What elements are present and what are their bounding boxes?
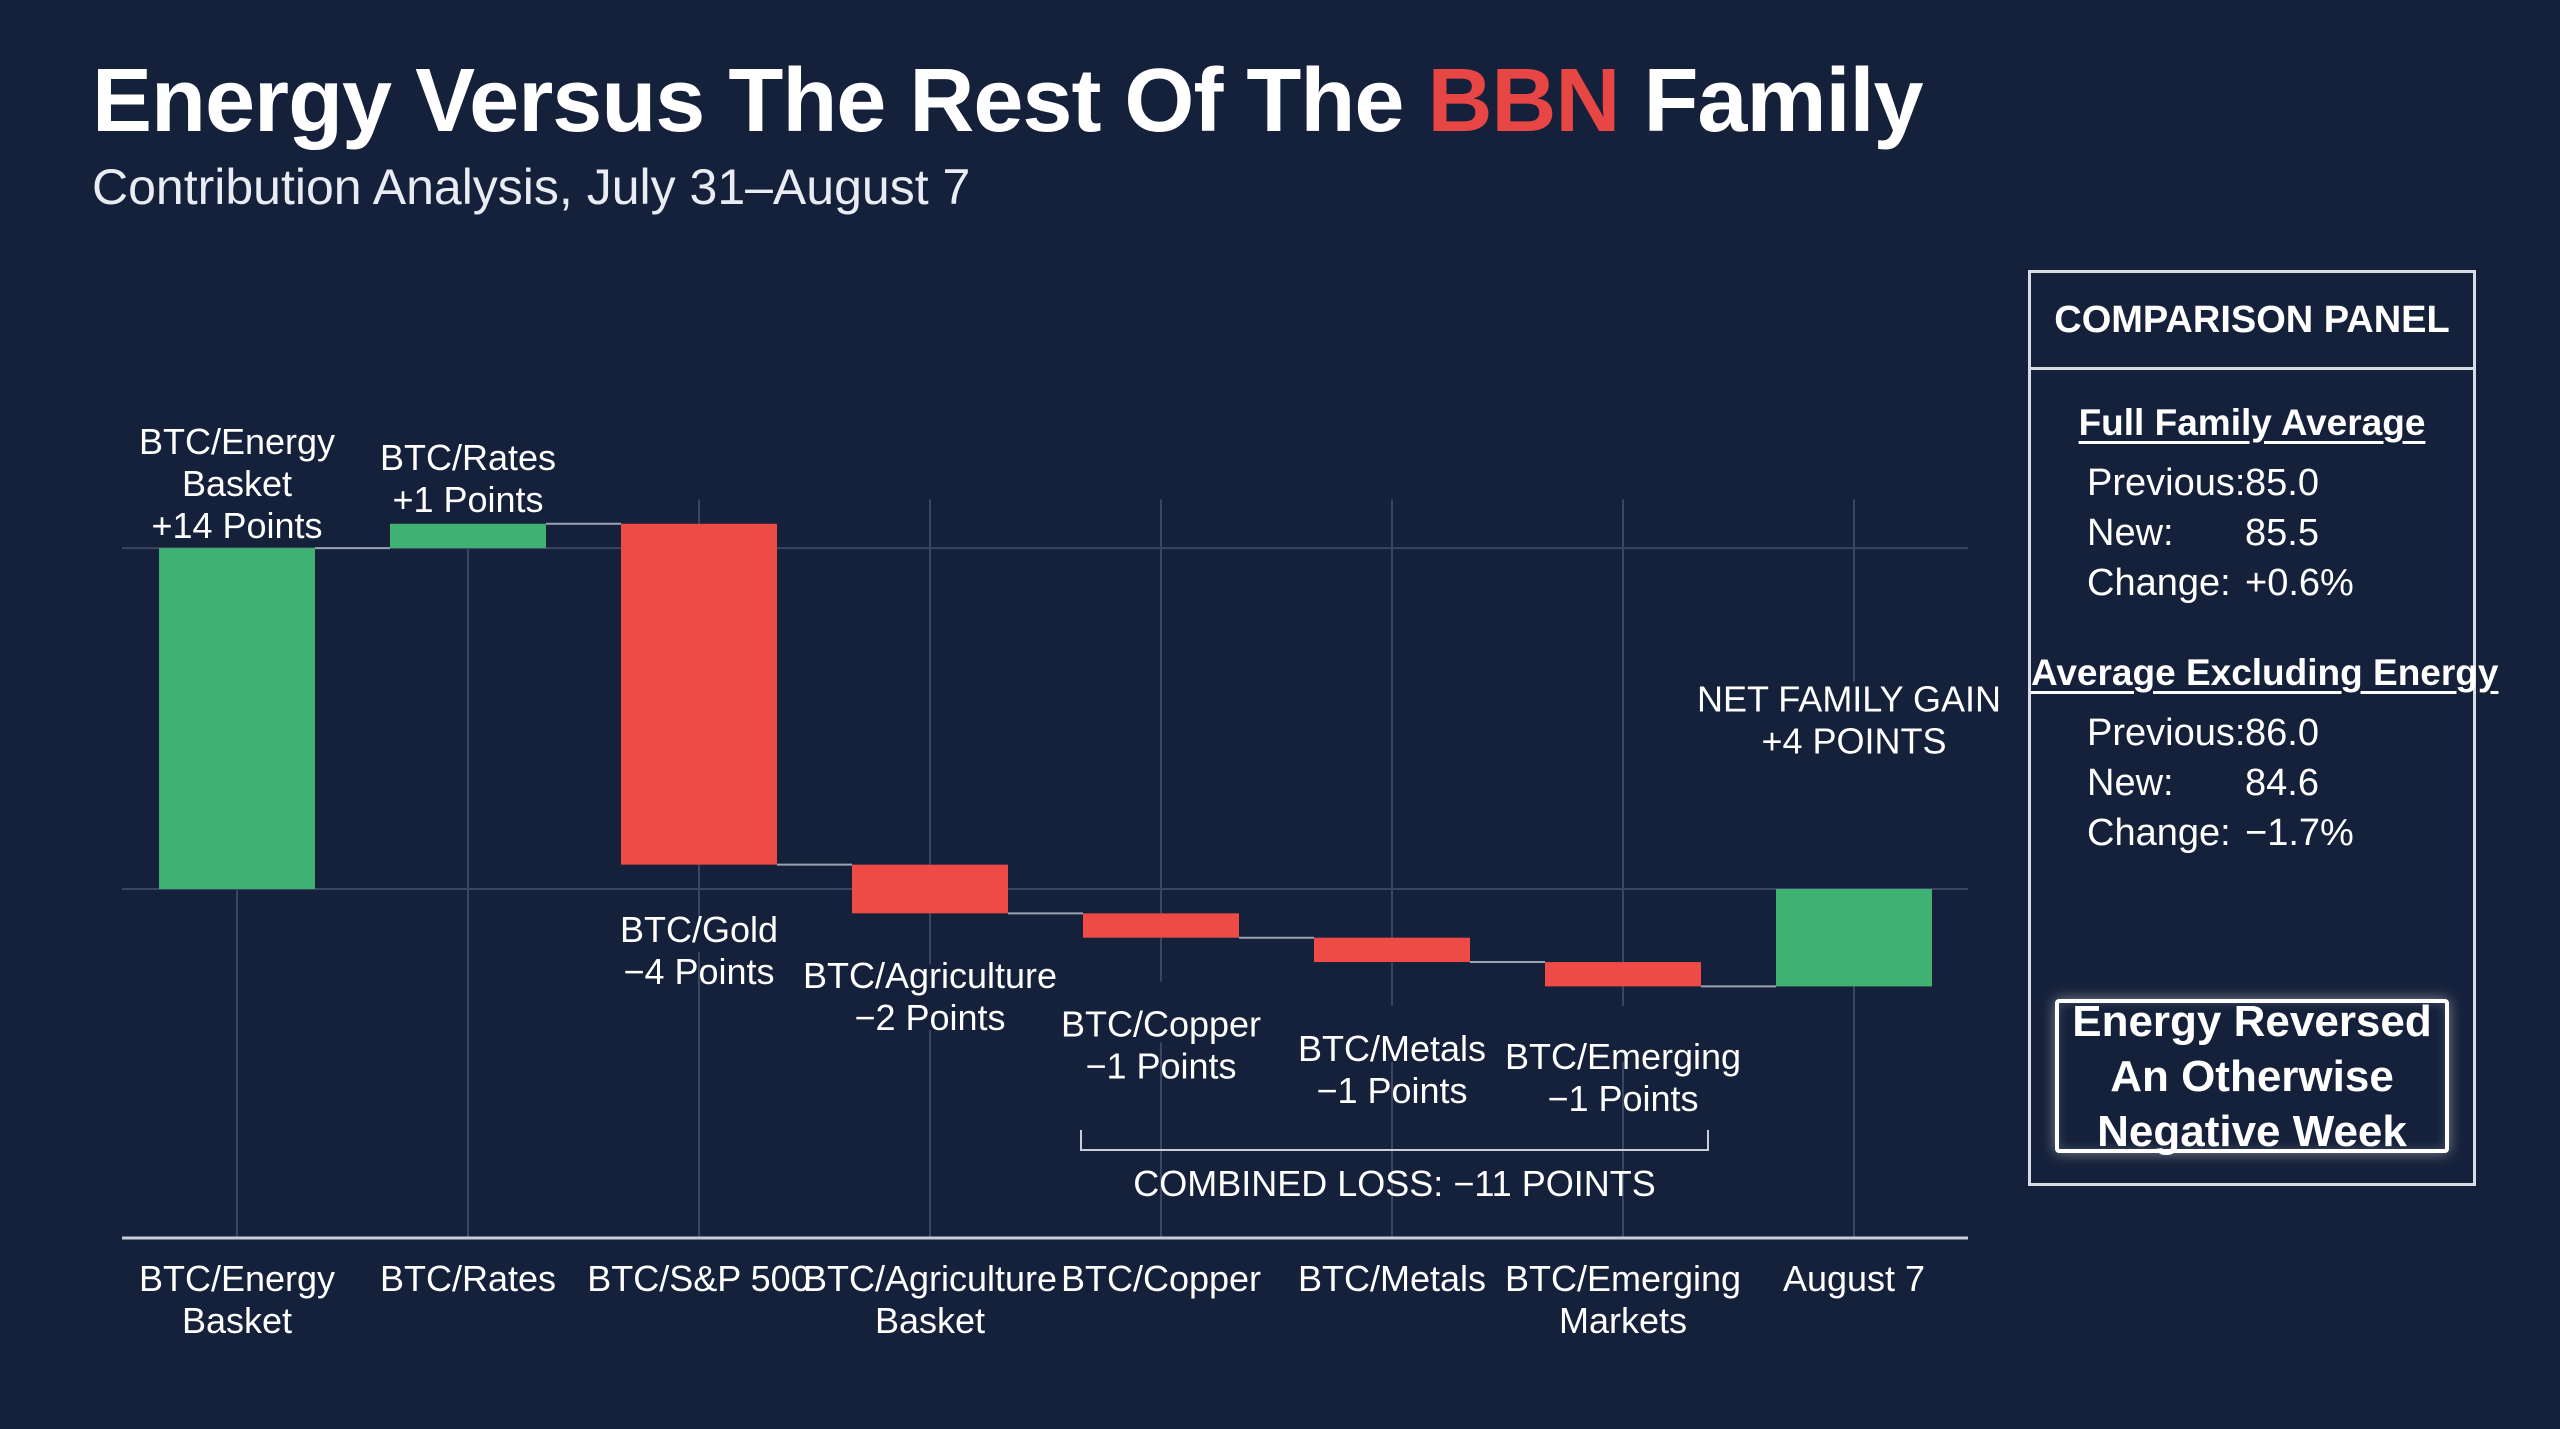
x-tick-label: BTC/S&P 500 [587,1258,810,1299]
bar [159,548,315,889]
row-label: Change: [2087,812,2231,854]
full-family-average-title: Full Family Average [2078,402,2426,443]
bar-label: BTC/Rates +1 Points [380,437,556,520]
row-label: Previous: [2087,462,2246,504]
x-tick-label: BTC/Metals [1298,1258,1486,1299]
bar [390,523,546,549]
x-tick-label: BTC/Rates [380,1258,556,1299]
conclusion-callout: Energy Reversed An Otherwise Negative We… [2055,997,2449,1156]
row-value: 85.5 [2245,512,2319,554]
page-subtitle: Contribution Analysis, July 31–August 7 [92,159,971,215]
bar-label: BTC/Emerging −1 Points [1505,1036,1741,1119]
bar-label: BTC/Copper −1 Points [1061,1003,1261,1086]
excluding-energy-rows: Previous: 86.0 New: 84.6 Change: −1.7% [2031,708,2473,858]
x-tick-label: BTC/Copper [1061,1258,1261,1299]
excl-new-row: New: 84.6 [2031,758,2473,808]
full-new-row: New: 85.5 [2031,508,2473,558]
annotation-label: BTC/Gold −4 Points [620,909,778,992]
bar [1083,913,1239,938]
x-tick-label: August 7 [1783,1258,1925,1299]
row-value: +0.6% [2245,562,2354,604]
x-tick-label: BTC/Agriculture Basket [803,1258,1057,1341]
row-label: New: [2087,762,2174,804]
bar-label: BTC/Metals −1 Points [1298,1028,1486,1111]
bar [1314,937,1470,963]
full-previous-row: Previous: 85.0 [2031,458,2473,508]
excl-change-row: Change: −1.7% [2031,808,2473,858]
excluding-energy-title: Average Excluding Energy [2031,652,2499,693]
row-label: Change: [2087,562,2231,604]
row-value: 85.0 [2245,462,2319,504]
excl-previous-row: Previous: 86.0 [2031,708,2473,758]
bar [852,864,1008,914]
row-value: 86.0 [2245,712,2319,754]
title-highlight: BBN [1427,51,1620,151]
row-value: 84.6 [2245,762,2319,804]
row-label: New: [2087,512,2174,554]
bar-label: BTC/Energy Basket +14 Points [139,421,335,546]
bar-label: BTC/Agriculture −2 Points [803,955,1057,1038]
page-title: Energy Versus The Rest Of The BBN Family [92,50,1924,153]
bar [1776,889,1932,987]
bar [621,523,777,865]
comparison-panel: COMPARISON PANEL Full Family Average Pre… [2028,270,2499,1186]
bar-label: NET FAMILY GAIN: +4 POINTS [1697,679,2000,762]
x-tick-label: BTC/Emerging Markets [1505,1258,1741,1341]
comparison-panel-header: COMPARISON PANEL [2031,273,2473,370]
callout-line: Energy Reversed [2072,996,2432,1046]
bar [1545,962,1701,987]
callout-line: Negative Week [2097,1106,2407,1156]
x-tick-label: BTC/Energy Basket [139,1258,335,1341]
title-prefix: Energy Versus The Rest Of The [92,51,1428,151]
full-family-average-rows: Previous: 85.0 New: 85.5 Change: +0.6% [2031,458,2473,608]
combined-loss-bracket [1080,1130,1709,1151]
combined-loss-label: COMBINED LOSS: −11 POINTS [1133,1163,1655,1204]
callout-line: An Otherwise [2110,1051,2394,1101]
row-value: −1.7% [2245,812,2354,854]
row-label: Previous: [2087,712,2246,754]
full-change-row: Change: +0.6% [2031,558,2473,608]
title-suffix: Family [1619,51,1923,151]
